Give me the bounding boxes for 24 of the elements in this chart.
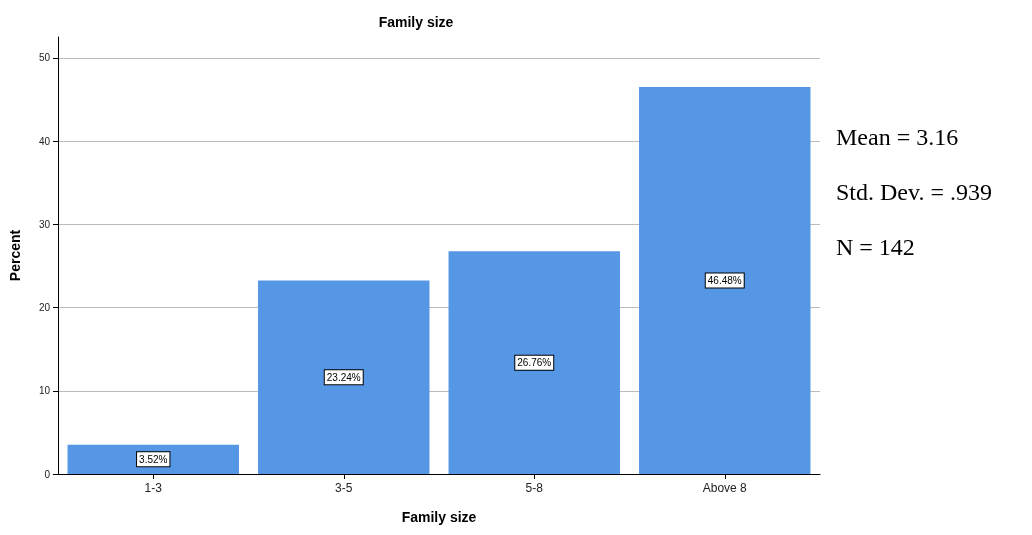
y-tick-label: 40 [38,135,51,147]
y-tick-label: 20 [38,302,51,314]
x-tick-label: 5-8 [525,481,544,495]
data-label: 23.24% [326,371,361,383]
y-tick-label: 0 [44,468,51,480]
x-tick-label: 1-3 [144,481,163,495]
y-tick-label: 10 [38,385,51,397]
data-label: 46.48% [707,275,742,287]
text: N = 142 [836,234,915,260]
text: Std. Dev. = .939 [836,179,992,205]
y-tick-label: 50 [38,52,51,64]
chart-title: Family size [378,14,454,30]
x-axis-title: Family size [401,509,477,525]
y-tick-label: 30 [38,218,51,230]
bar [258,280,430,474]
bar [639,87,811,474]
bar [67,444,239,474]
x-tick-label: 3-5 [335,481,353,495]
data-label: 26.76% [517,357,552,369]
y-axis-title: Percent [7,229,23,282]
bar [448,251,620,474]
data-label: 3.52% [139,453,168,465]
text: Mean = 3.16 [836,124,959,150]
x-tick-label: Above 8 [702,481,748,495]
